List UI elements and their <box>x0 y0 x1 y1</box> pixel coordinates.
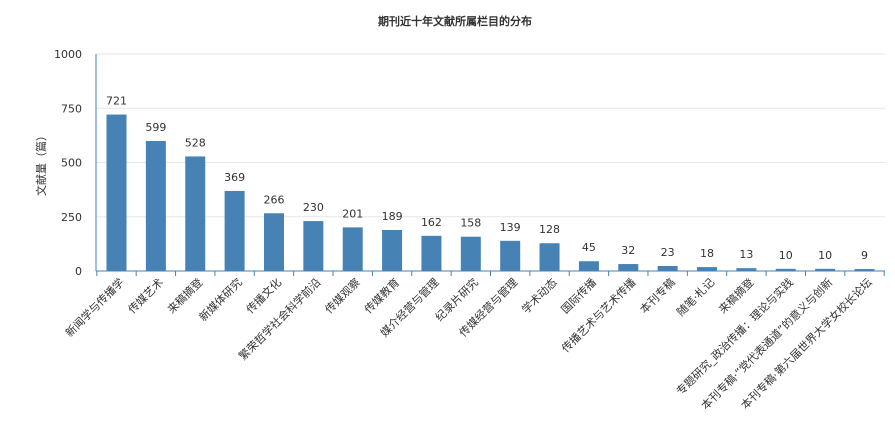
y-tick-label: 750 <box>61 102 82 115</box>
data-label: 9 <box>861 249 868 262</box>
bar <box>145 141 166 271</box>
data-label: 721 <box>106 95 127 108</box>
data-label: 201 <box>342 207 363 220</box>
y-axis-ticks: 0 250 500 750 1000 <box>54 48 82 278</box>
bar <box>342 227 363 271</box>
data-label: 13 <box>739 248 753 261</box>
bar <box>263 213 284 271</box>
y-tick-label: 250 <box>61 211 82 224</box>
x-tick-label: 传媒艺术 <box>126 276 166 316</box>
x-tick-label: 传媒观察 <box>322 275 363 316</box>
bar <box>500 240 521 271</box>
data-label: 23 <box>661 246 675 259</box>
y-tick-label: 0 <box>75 265 82 278</box>
data-label: 266 <box>263 193 284 206</box>
bar <box>697 267 718 271</box>
x-tick-label: 传媒教育 <box>361 275 402 316</box>
x-tick-label: 随笔·札记 <box>674 275 717 318</box>
y-tick-label: 1000 <box>54 48 82 61</box>
grid-lines <box>96 53 885 218</box>
bar <box>815 268 836 271</box>
data-label: 369 <box>224 171 245 184</box>
x-tick-label: 传播文化 <box>243 275 284 316</box>
bar <box>854 269 875 271</box>
data-label: 32 <box>621 244 635 257</box>
bar <box>106 114 127 271</box>
bar <box>185 156 206 271</box>
bar <box>775 268 796 271</box>
bar <box>539 243 560 271</box>
x-tick-label: 学术动态 <box>519 275 560 316</box>
x-tick-label: 来稿摘登 <box>716 275 757 316</box>
bar <box>224 190 245 271</box>
chart-title: 期刊近十年文献所属栏目的分布 <box>378 14 532 28</box>
data-label: 139 <box>500 221 521 234</box>
x-tick-label: 本刊专稿 <box>637 275 678 316</box>
y-axis-label: 文献量（篇） <box>34 130 48 196</box>
x-tick-label: 国际传播 <box>558 275 599 316</box>
x-tick-label: 新闻学与传播学 <box>62 275 126 339</box>
bars <box>106 114 875 271</box>
data-label: 599 <box>145 121 166 134</box>
data-label: 158 <box>460 217 481 230</box>
data-label: 189 <box>382 210 403 223</box>
bar <box>657 266 678 271</box>
bar <box>460 236 481 271</box>
bar <box>303 221 324 271</box>
data-label: 128 <box>539 223 560 236</box>
data-label: 10 <box>779 249 793 262</box>
bar <box>382 229 403 271</box>
data-label: 528 <box>185 136 206 149</box>
bar <box>736 268 757 271</box>
data-label: 162 <box>421 216 442 229</box>
data-label: 10 <box>818 249 832 262</box>
data-label: 45 <box>582 241 596 254</box>
bar <box>421 235 442 271</box>
data-label: 230 <box>303 201 324 214</box>
x-tick-label: 新媒体研究 <box>196 275 245 324</box>
data-label: 18 <box>700 247 714 260</box>
x-tick-label: 来稿摘登 <box>164 275 205 316</box>
bar <box>618 264 639 271</box>
x-tick-label: 传播艺术与艺术传播 <box>559 275 639 355</box>
bar <box>578 261 599 271</box>
y-tick-label: 500 <box>61 157 82 170</box>
